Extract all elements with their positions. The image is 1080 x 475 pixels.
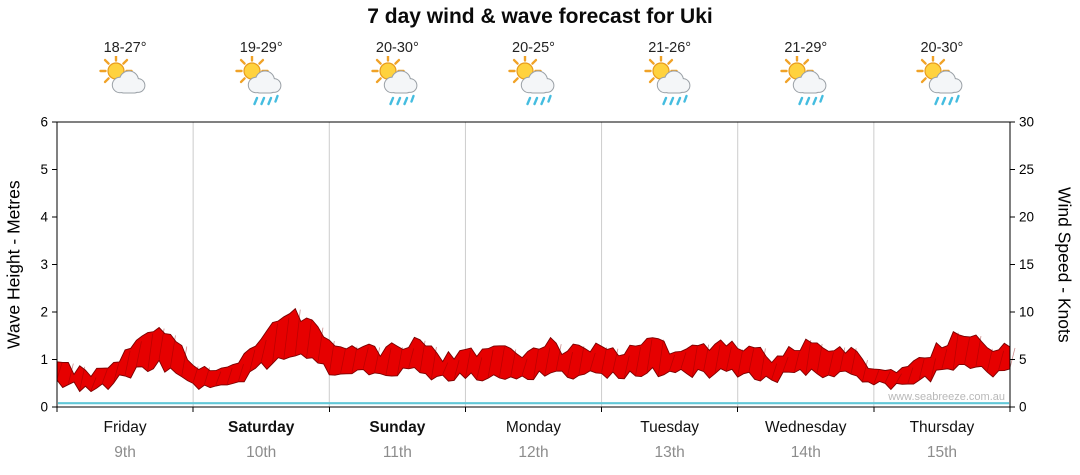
right-axis-tick-label: 10 [1019, 305, 1034, 320]
bottom-axis-ticks [56, 407, 1011, 412]
day-date-label-14th: 14th [790, 444, 821, 461]
left-axis-title: Wave Height - Metres [3, 180, 24, 349]
right-axis-ticks: 0 5 10 15 20 25 30 [1010, 115, 1034, 415]
left-axis-ticks: 0 1 2 3 4 5 6 [40, 115, 57, 415]
weather-icon-sun-cloud-rain [780, 54, 827, 106]
day-temp-range-monday: 20-25° [512, 40, 555, 56]
day-temp-range-wednesday: 21-29° [784, 40, 828, 56]
left-axis-tick-label: 4 [40, 210, 48, 225]
day-name-label-saturday: Saturday [228, 419, 295, 436]
weather-icon-sun-cloud [99, 54, 146, 94]
day-name-label-sunday: Sunday [369, 419, 426, 436]
weather-icon-wrap-thursday [882, 54, 1002, 110]
left-axis-tick-label: 2 [40, 305, 48, 320]
day-name-label-thursday: Thursday [909, 419, 975, 436]
weather-icon-sun-cloud-rain [916, 54, 963, 106]
day-temp-range-saturday: 19-29° [239, 40, 283, 56]
chart-title: 7 day wind & wave forecast for Uki [367, 5, 713, 28]
day-temp-range-sunday: 20-30° [375, 40, 419, 56]
right-axis-tick-label: 20 [1019, 210, 1034, 225]
right-axis-tick-label: 0 [1019, 400, 1027, 415]
right-axis-tick-label: 15 [1019, 257, 1034, 272]
day-name-label-friday: Friday [103, 419, 147, 436]
day-date-label-15th: 15th [926, 444, 957, 461]
left-axis-tick-label: 5 [40, 162, 48, 177]
left-axis-tick-label: 0 [40, 400, 48, 415]
left-axis-tick-label: 1 [40, 352, 48, 367]
day-date-label-12th: 12th [518, 444, 549, 461]
day-date-label-11th: 11th [382, 444, 412, 461]
day-date-label-9th: 9th [114, 444, 136, 461]
weather-icon-wrap-monday [474, 54, 594, 110]
day-date-label-13th: 13th [654, 444, 685, 461]
day-temp-range-friday: 18-27° [103, 40, 147, 56]
day-name-label-monday: Monday [505, 419, 562, 436]
day-name-label-wednesday: Wednesday [764, 419, 847, 436]
weather-icon-wrap-friday [65, 54, 185, 110]
weather-icon-sun-cloud-rain [371, 54, 418, 106]
wind-speed-series [56, 307, 1016, 393]
weather-icon-wrap-saturday [201, 54, 321, 110]
right-axis-tick-label: 5 [1019, 352, 1027, 367]
weather-icon-sun-cloud-rain [643, 54, 691, 106]
weather-icon-wrap-wednesday [746, 54, 866, 110]
weather-icon-wrap-sunday [337, 54, 457, 110]
day-temp-range-thursday: 20-30° [920, 40, 964, 56]
weather-icon-sun-cloud-rain [507, 54, 554, 106]
right-axis-tick-label: 25 [1019, 162, 1034, 177]
day-date-label-10th: 10th [246, 444, 277, 461]
day-name-label-tuesday: Tuesday [640, 419, 700, 436]
right-axis-title: Wind Speed - Knots [1054, 186, 1075, 343]
weather-icon-wrap-tuesday [610, 54, 730, 110]
left-axis-tick-label: 3 [40, 257, 48, 272]
left-axis-tick-label: 6 [40, 115, 48, 130]
day-temp-range-tuesday: 21-26° [648, 40, 692, 56]
right-axis-tick-label: 30 [1019, 115, 1034, 130]
weather-icon-sun-cloud-rain [235, 54, 282, 106]
watermark: www.seabreeze.com.au [887, 391, 1005, 403]
